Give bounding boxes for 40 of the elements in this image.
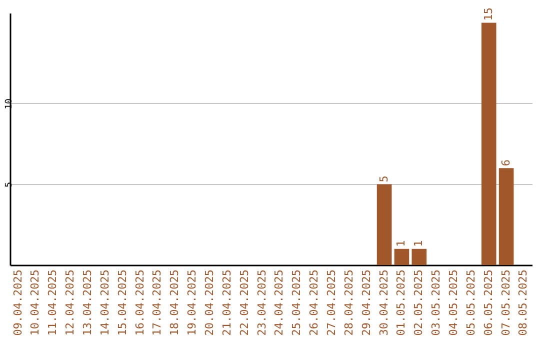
data-label: 15 <box>482 7 495 21</box>
x-tick-label: 21.04.2025 <box>220 270 234 336</box>
bar <box>394 248 410 265</box>
x-tick-label: 18.04.2025 <box>168 270 182 336</box>
x-tick-label: 19.04.2025 <box>186 270 199 336</box>
x-tick-label: 12.04.2025 <box>64 270 77 336</box>
x-tick-label: 14.04.2025 <box>98 270 112 336</box>
x-tick-label: 03.05.2025 <box>430 270 443 336</box>
x-tick-label: 13.04.2025 <box>80 270 94 336</box>
x-tick-label: 16.04.2025 <box>133 270 146 336</box>
bar <box>412 248 427 265</box>
x-tick-label: 11.04.2025 <box>46 270 60 336</box>
bar <box>376 184 392 265</box>
x-tick-label: 23.04.2025 <box>255 270 268 336</box>
x-tick-label: 04.05.2025 <box>447 270 460 336</box>
x-tick-label: 07.05.2025 <box>499 270 512 336</box>
bar <box>498 168 514 265</box>
data-label: 6 <box>499 159 512 166</box>
x-tick-label: 08.05.2025 <box>516 270 530 336</box>
x-tick-label: 27.04.2025 <box>325 270 338 336</box>
x-tick-label: 09.04.2025 <box>11 270 24 336</box>
x-tick-label: 17.04.2025 <box>150 270 164 336</box>
bar <box>481 22 496 265</box>
x-tick-label: 28.04.2025 <box>342 270 356 336</box>
x-tick-label: 30.04.2025 <box>377 270 390 336</box>
data-label: 1 <box>412 240 426 247</box>
x-tick-label: 20.04.2025 <box>203 270 216 336</box>
x-tick-label: 01.05.2025 <box>394 270 408 336</box>
x-tick-label: 02.05.2025 <box>412 270 426 336</box>
x-tick-label: 06.05.2025 <box>482 270 495 336</box>
x-tick-label: 29.04.2025 <box>360 270 373 336</box>
x-tick-label: 26.04.2025 <box>308 270 321 336</box>
x-tick-label: 10.04.2025 <box>28 270 42 336</box>
data-label: 1 <box>394 240 408 247</box>
data-label: 5 <box>377 176 390 182</box>
x-tick-label: 05.05.2025 <box>464 270 478 336</box>
x-tick-label: 15.04.2025 <box>116 270 129 336</box>
x-tick-label: 22.04.2025 <box>238 270 251 336</box>
x-tick-label: 25.04.2025 <box>290 270 304 336</box>
x-tick-label: 24.04.2025 <box>272 270 286 336</box>
